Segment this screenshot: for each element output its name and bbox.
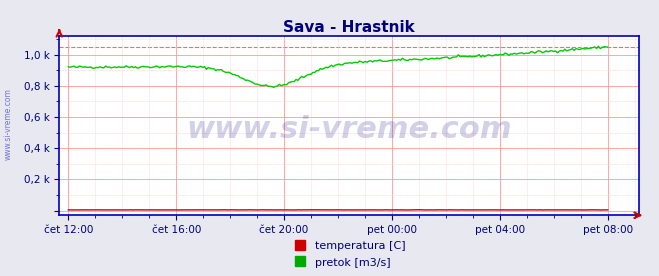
Text: www.si-vreme.com: www.si-vreme.com <box>4 88 13 160</box>
Title: Sava - Hrastnik: Sava - Hrastnik <box>283 20 415 35</box>
Text: www.si-vreme.com: www.si-vreme.com <box>186 115 512 144</box>
Legend: temperatura [C], pretok [m3/s]: temperatura [C], pretok [m3/s] <box>293 241 406 268</box>
